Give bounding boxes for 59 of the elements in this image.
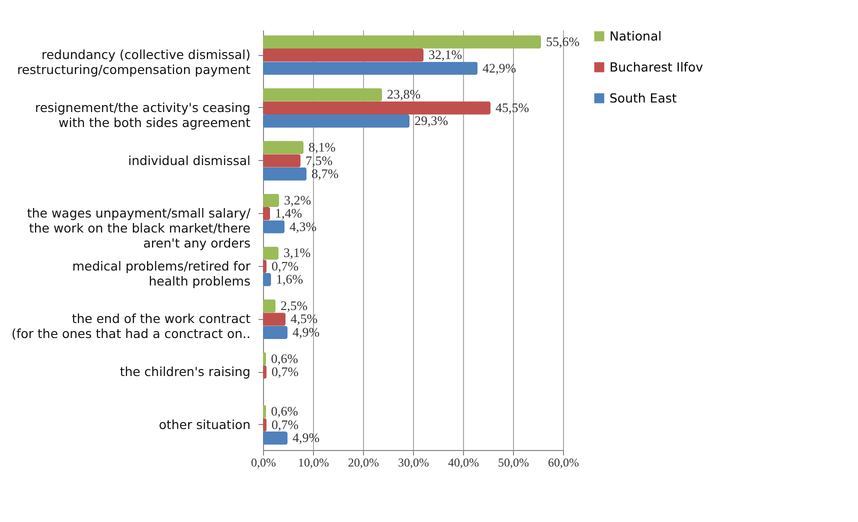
data-label: 4,3% xyxy=(290,218,317,234)
data-label: 2,5% xyxy=(280,298,308,314)
bar xyxy=(263,246,278,260)
data-label: 0,6% xyxy=(271,404,298,419)
bar xyxy=(263,140,304,154)
data-label: 55,6% xyxy=(546,34,580,49)
data-label: 29,3% xyxy=(414,113,448,128)
y-tick-label: redundancy (collective dismissal) restructuring/compensation payment xyxy=(17,47,251,78)
bar xyxy=(263,114,410,128)
x-tick-label: 0,0% xyxy=(251,456,276,470)
data-label: 1,6% xyxy=(276,272,304,287)
y-tick-label: the children's raising xyxy=(120,364,250,380)
data-label: 0,6% xyxy=(271,350,298,366)
x-tick-label: 20,0% xyxy=(348,456,379,470)
data-label: 7,5% xyxy=(306,152,333,168)
x-tick-label: 30,0% xyxy=(398,456,429,470)
data-label: 8,7% xyxy=(312,166,339,181)
y-tick-label: the end of the work contract (for the ones that had a conctract on.. xyxy=(11,311,251,342)
data-label: 23,8% xyxy=(387,86,421,102)
bar xyxy=(263,206,270,220)
bar xyxy=(263,35,541,48)
x-tick-label: 60,0% xyxy=(548,456,579,470)
bar xyxy=(263,154,300,168)
bar xyxy=(263,220,284,234)
bar xyxy=(263,299,276,313)
legend-label: South East xyxy=(610,90,677,106)
bar xyxy=(263,48,424,62)
data-label: 4,9% xyxy=(292,430,320,446)
y-tick-label: medical problems/retired for health problems xyxy=(72,258,252,288)
y-tick-label: individual dismissal xyxy=(128,152,250,168)
y-tick-label: resignement/the activity's ceasing with the both sides agreement xyxy=(34,100,251,130)
bar xyxy=(263,194,279,207)
data-label: 1,4% xyxy=(275,206,302,221)
bar xyxy=(263,312,286,326)
legend-label: Bucharest Ilfov xyxy=(610,59,704,74)
data-label: 4,9% xyxy=(292,324,320,340)
bar xyxy=(263,101,490,115)
data-label: 45,5% xyxy=(496,100,530,115)
bar xyxy=(263,88,382,102)
bar xyxy=(263,167,306,181)
y-tick-label: the wages unpayment/small salary/ the work on the black market/there aren't any orders xyxy=(26,206,252,251)
data-label: 3,1% xyxy=(284,245,311,260)
data-label: 32,1% xyxy=(428,47,462,62)
data-label: 0,7% xyxy=(272,258,299,274)
data-label: 0,7% xyxy=(272,364,299,380)
x-tick-label: 10,0% xyxy=(298,456,329,470)
x-tick-label: 40,0% xyxy=(448,456,479,470)
data-label: 8,1% xyxy=(308,140,336,155)
data-label: 0,7% xyxy=(272,416,299,432)
legend-label: National xyxy=(610,28,662,44)
data-label: 3,2% xyxy=(284,192,312,208)
bar xyxy=(263,62,478,75)
data-label: 4,5% xyxy=(290,311,318,326)
bar xyxy=(263,432,288,445)
bar xyxy=(263,273,271,286)
data-label: 42,9% xyxy=(482,60,516,76)
x-tick-label: 50,0% xyxy=(498,456,529,470)
y-tick-label: other situation xyxy=(158,416,250,432)
bar xyxy=(263,326,288,340)
